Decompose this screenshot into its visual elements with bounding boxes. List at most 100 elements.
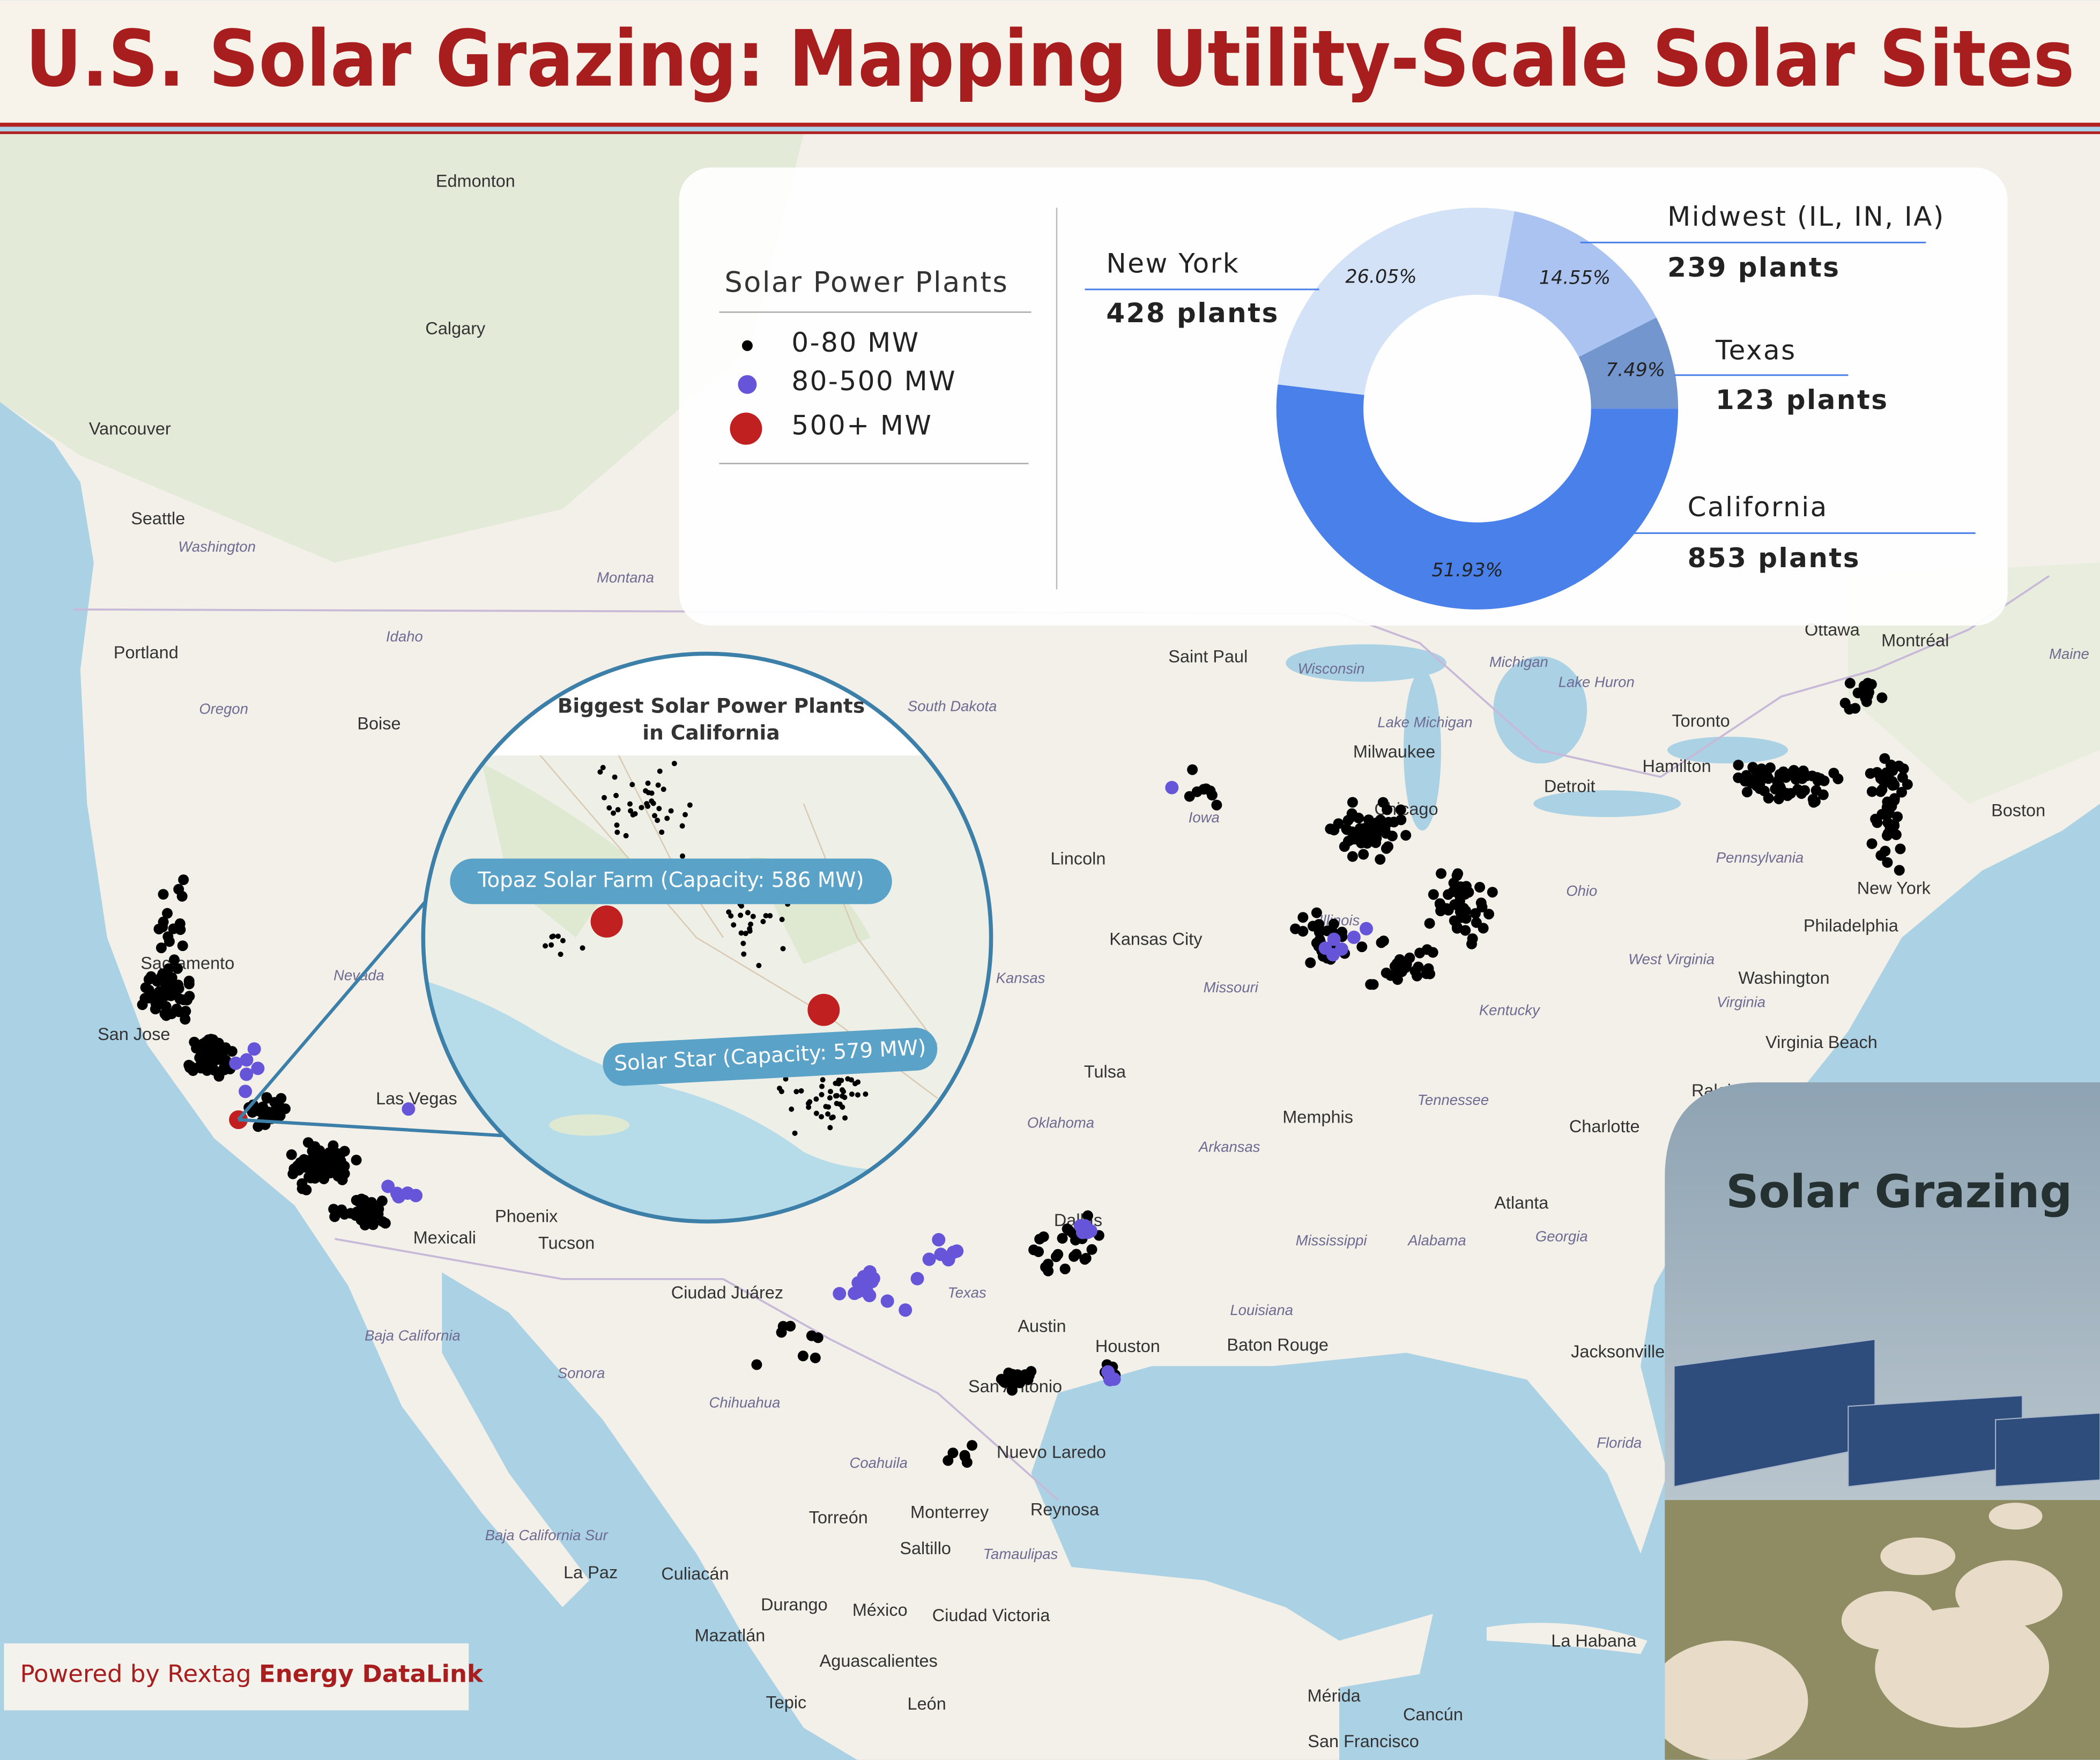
plant-dot bbox=[1363, 834, 1375, 845]
city-label: La Paz bbox=[563, 1563, 618, 1582]
plant-dot bbox=[1470, 908, 1481, 919]
city-label: Austin bbox=[1018, 1316, 1066, 1335]
city-label: Nuevo Laredo bbox=[997, 1442, 1106, 1461]
region-label: Ohio bbox=[1566, 882, 1597, 899]
plant-dot bbox=[751, 1359, 762, 1370]
city-label: Memphis bbox=[1282, 1108, 1353, 1127]
plant-dot bbox=[180, 1014, 191, 1025]
plant-dot bbox=[748, 922, 754, 927]
plant-dot bbox=[1378, 935, 1389, 947]
plant-dot bbox=[1359, 822, 1370, 834]
region-label: Arkansas bbox=[1198, 1138, 1260, 1155]
city-label: Milwaukee bbox=[1353, 742, 1435, 761]
plant-dot bbox=[173, 883, 184, 895]
plant-dot bbox=[842, 1115, 848, 1121]
plant-dot bbox=[229, 1056, 243, 1070]
city-label: Philadelphia bbox=[1804, 916, 1899, 935]
plant-dot bbox=[328, 1149, 339, 1160]
plant-dot bbox=[1778, 766, 1789, 777]
region-name: Midwest (IL, IN, IA) bbox=[1667, 201, 1945, 232]
plant-dot bbox=[302, 1137, 314, 1148]
city-label: Phoenix bbox=[495, 1207, 558, 1226]
plant-dot bbox=[1400, 830, 1412, 841]
plant-dot bbox=[645, 790, 651, 796]
plant-dot bbox=[1086, 1244, 1097, 1255]
plant-dot bbox=[798, 1088, 804, 1094]
plant-dot bbox=[159, 1008, 170, 1020]
plant-dot bbox=[628, 808, 634, 814]
plant-dot bbox=[184, 1062, 195, 1073]
plant-dot bbox=[644, 801, 650, 807]
plant-dot bbox=[1360, 922, 1373, 935]
plant-dot bbox=[1427, 947, 1438, 958]
plant-dot bbox=[738, 930, 744, 936]
city-label: Durango bbox=[761, 1595, 828, 1614]
region-label: South Dakota bbox=[908, 697, 997, 714]
plant-dot bbox=[359, 1220, 370, 1231]
footer-brand: Energy DataLink bbox=[259, 1659, 484, 1688]
plant-dot bbox=[168, 923, 179, 934]
plant-dot bbox=[1475, 897, 1487, 909]
plant-dot bbox=[659, 829, 665, 835]
plant-dot bbox=[682, 812, 688, 818]
plant-dot bbox=[731, 922, 737, 928]
plant-dot bbox=[767, 913, 773, 919]
plant-dot bbox=[833, 1287, 847, 1301]
plant-dot bbox=[1333, 818, 1344, 829]
plant-dot bbox=[1866, 679, 1877, 690]
legend-symbol bbox=[741, 340, 753, 351]
plant-dot bbox=[345, 1208, 356, 1219]
plant-dot bbox=[645, 780, 651, 786]
footer: Powered by Rextag Energy DataLink bbox=[20, 1659, 484, 1688]
plant-dot bbox=[834, 1093, 840, 1098]
city-label: México bbox=[852, 1600, 908, 1620]
donut-slice bbox=[1498, 211, 1657, 357]
plant-dot bbox=[780, 946, 786, 952]
plant-dot bbox=[550, 933, 556, 939]
plant-dot bbox=[837, 1101, 843, 1107]
city-label: León bbox=[908, 1694, 946, 1713]
plant-dot bbox=[1443, 889, 1454, 900]
plant-dot bbox=[1290, 923, 1301, 934]
city-label: Lincoln bbox=[1051, 849, 1106, 868]
plant-dot bbox=[1882, 799, 1894, 811]
plant-dot bbox=[789, 1107, 795, 1112]
city-label: Reynosa bbox=[1030, 1500, 1100, 1519]
plant-dot bbox=[852, 1081, 858, 1087]
plant-dot bbox=[848, 1287, 862, 1301]
plant-dot bbox=[999, 1377, 1011, 1388]
plant-dot bbox=[276, 1093, 287, 1104]
plant-dot bbox=[293, 1164, 305, 1176]
plant-dot bbox=[922, 1252, 936, 1266]
plant-dot bbox=[932, 1233, 946, 1247]
plant-dot bbox=[1880, 845, 1891, 857]
plant-dot bbox=[1897, 772, 1908, 783]
plant-dot bbox=[1460, 881, 1472, 892]
plant-count: 853 plants bbox=[1688, 543, 1860, 574]
plant-dot bbox=[178, 874, 189, 886]
plant-dot bbox=[1322, 925, 1333, 937]
plant-dot bbox=[1436, 868, 1447, 879]
inset-title: in California bbox=[642, 721, 780, 745]
plant-dot bbox=[1424, 918, 1435, 929]
plant-dot bbox=[381, 1179, 395, 1193]
plant-dot bbox=[880, 1294, 894, 1308]
plant-dot bbox=[778, 1088, 784, 1094]
plant-dot bbox=[201, 1039, 212, 1051]
plant-dot bbox=[649, 798, 655, 804]
plant-dot bbox=[543, 943, 548, 949]
plant-dot bbox=[1297, 912, 1309, 923]
slice-label: 7.49% bbox=[1606, 359, 1665, 381]
plant-dot bbox=[743, 931, 748, 937]
plant-dot bbox=[1363, 814, 1374, 826]
plant-dot bbox=[1377, 797, 1389, 808]
city-label: Mexicali bbox=[413, 1228, 476, 1247]
region-label: Lake Michigan bbox=[1377, 714, 1472, 730]
plant-dot bbox=[351, 1154, 362, 1165]
plant-dot bbox=[812, 1332, 823, 1343]
plant-dot bbox=[377, 1216, 389, 1227]
plant-dot bbox=[671, 761, 677, 767]
plant-dot bbox=[1028, 1244, 1040, 1256]
city-label: Detroit bbox=[1544, 777, 1596, 796]
